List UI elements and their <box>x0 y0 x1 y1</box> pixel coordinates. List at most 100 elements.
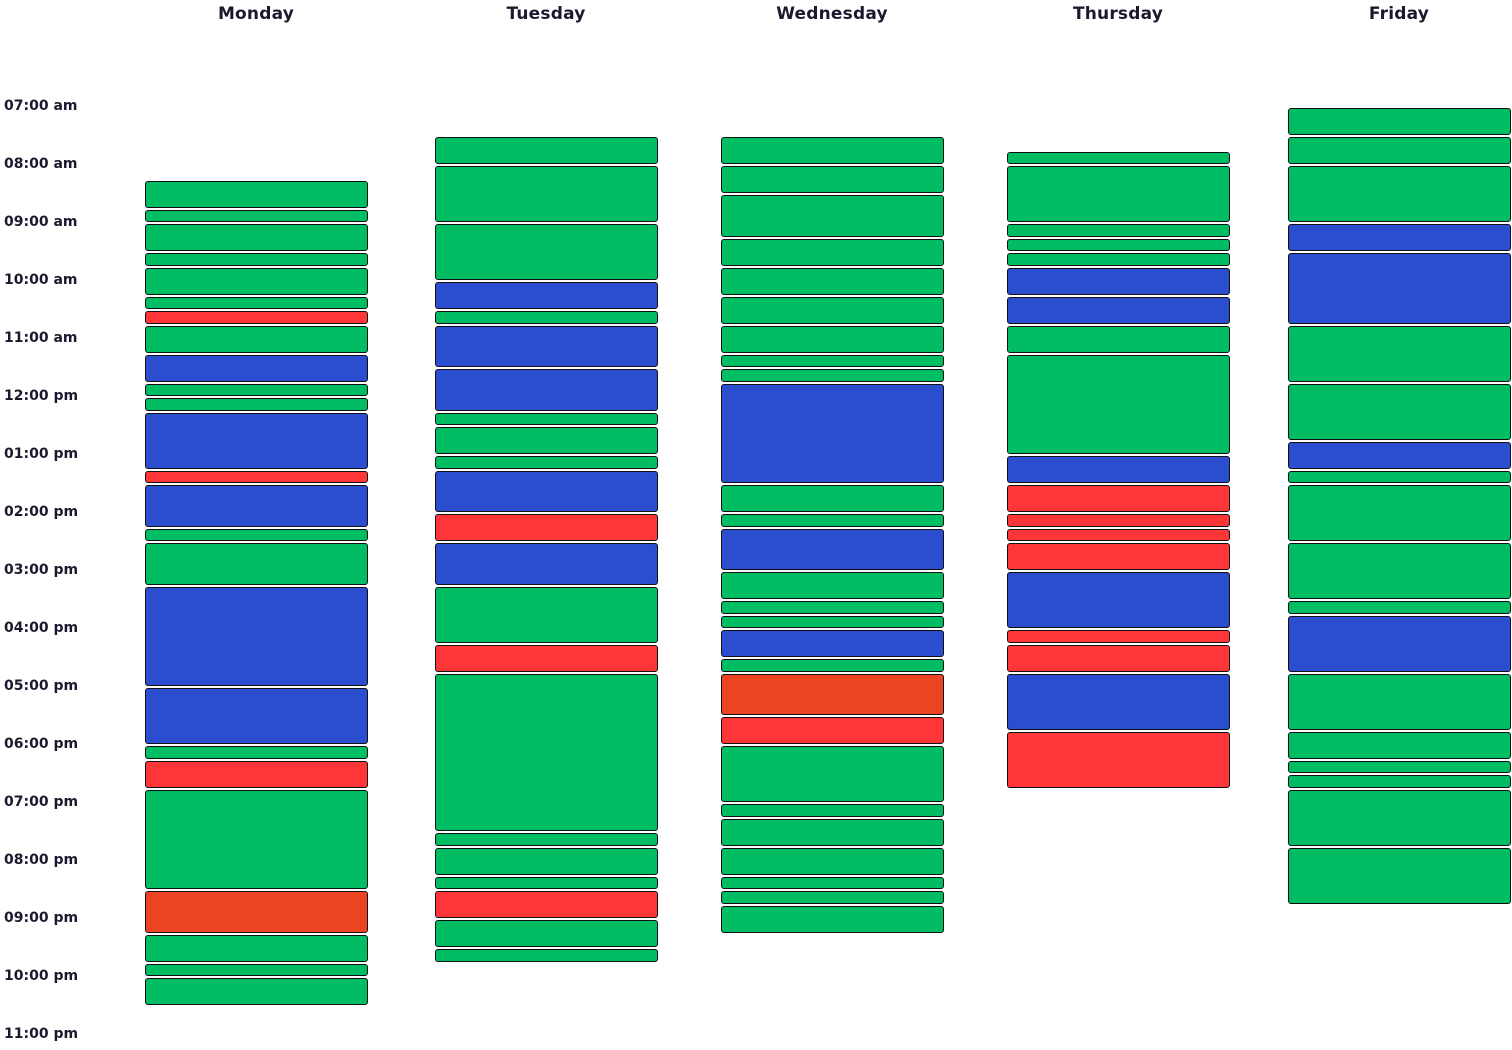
event-block-tuesday[interactable] <box>434 644 658 672</box>
event-block-tuesday[interactable] <box>434 137 658 164</box>
event-block-wednesday[interactable] <box>720 876 944 889</box>
event-block-monday[interactable] <box>144 891 368 933</box>
event-block-wednesday[interactable] <box>720 528 944 570</box>
event-block-wednesday[interactable] <box>720 238 944 266</box>
event-block-thursday[interactable] <box>1006 224 1230 237</box>
event-block-monday[interactable] <box>144 267 368 295</box>
event-block-monday[interactable] <box>144 412 368 469</box>
event-block-tuesday[interactable] <box>434 427 658 454</box>
event-block-friday[interactable] <box>1287 775 1511 788</box>
event-block-wednesday[interactable] <box>720 195 944 237</box>
event-block-monday[interactable] <box>144 760 368 788</box>
event-block-wednesday[interactable] <box>720 659 944 672</box>
event-block-tuesday[interactable] <box>434 876 658 889</box>
event-block-friday[interactable] <box>1287 789 1511 846</box>
event-block-monday[interactable] <box>144 528 368 541</box>
event-block-thursday[interactable] <box>1006 238 1230 251</box>
event-block-friday[interactable] <box>1287 137 1511 164</box>
event-block-tuesday[interactable] <box>434 166 658 222</box>
event-block-thursday[interactable] <box>1006 296 1230 324</box>
event-block-wednesday[interactable] <box>720 166 944 193</box>
event-block-wednesday[interactable] <box>720 717 944 744</box>
event-block-friday[interactable] <box>1287 543 1511 599</box>
event-block-friday[interactable] <box>1287 673 1511 730</box>
event-block-tuesday[interactable] <box>434 920 658 947</box>
event-block-wednesday[interactable] <box>720 267 944 295</box>
event-block-tuesday[interactable] <box>434 833 658 846</box>
event-block-monday[interactable] <box>144 978 368 1005</box>
event-block-monday[interactable] <box>144 209 368 222</box>
event-block-tuesday[interactable] <box>434 311 658 324</box>
event-block-monday[interactable] <box>144 789 368 889</box>
event-block-friday[interactable] <box>1287 253 1511 324</box>
event-block-monday[interactable] <box>144 485 368 527</box>
event-block-wednesday[interactable] <box>720 137 944 164</box>
event-block-monday[interactable] <box>144 398 368 411</box>
event-block-thursday[interactable] <box>1006 456 1230 483</box>
event-block-tuesday[interactable] <box>434 514 658 541</box>
event-block-monday[interactable] <box>144 470 368 483</box>
event-block-tuesday[interactable] <box>434 586 658 643</box>
event-block-wednesday[interactable] <box>720 572 944 599</box>
event-block-tuesday[interactable] <box>434 847 658 875</box>
event-block-thursday[interactable] <box>1006 354 1230 454</box>
event-block-thursday[interactable] <box>1006 543 1230 570</box>
event-block-friday[interactable] <box>1287 224 1511 251</box>
event-block-wednesday[interactable] <box>720 325 944 353</box>
event-block-tuesday[interactable] <box>434 470 658 512</box>
event-block-thursday[interactable] <box>1006 572 1230 628</box>
event-block-wednesday[interactable] <box>720 601 944 614</box>
event-block-wednesday[interactable] <box>720 354 944 367</box>
event-block-wednesday[interactable] <box>720 818 944 846</box>
event-block-tuesday[interactable] <box>434 891 658 918</box>
event-block-wednesday[interactable] <box>720 383 944 483</box>
event-block-wednesday[interactable] <box>720 630 944 657</box>
event-block-friday[interactable] <box>1287 485 1511 541</box>
event-block-tuesday[interactable] <box>434 282 658 309</box>
event-block-thursday[interactable] <box>1006 528 1230 541</box>
event-block-wednesday[interactable] <box>720 905 944 933</box>
event-block-wednesday[interactable] <box>720 891 944 904</box>
event-block-tuesday[interactable] <box>434 412 658 425</box>
event-block-wednesday[interactable] <box>720 514 944 527</box>
event-block-wednesday[interactable] <box>720 847 944 875</box>
event-block-wednesday[interactable] <box>720 296 944 324</box>
event-block-friday[interactable] <box>1287 731 1511 759</box>
event-block-tuesday[interactable] <box>434 949 658 962</box>
event-block-thursday[interactable] <box>1006 166 1230 222</box>
event-block-monday[interactable] <box>144 325 368 353</box>
event-block-wednesday[interactable] <box>720 746 944 802</box>
event-block-thursday[interactable] <box>1006 673 1230 730</box>
event-block-monday[interactable] <box>144 963 368 976</box>
event-block-thursday[interactable] <box>1006 731 1230 788</box>
event-block-wednesday[interactable] <box>720 369 944 382</box>
event-block-wednesday[interactable] <box>720 804 944 817</box>
event-block-monday[interactable] <box>144 586 368 686</box>
event-block-monday[interactable] <box>144 296 368 309</box>
event-block-monday[interactable] <box>144 543 368 585</box>
event-block-monday[interactable] <box>144 383 368 396</box>
event-block-thursday[interactable] <box>1006 267 1230 295</box>
event-block-wednesday[interactable] <box>720 485 944 512</box>
event-block-tuesday[interactable] <box>434 325 658 367</box>
event-block-friday[interactable] <box>1287 615 1511 672</box>
event-block-monday[interactable] <box>144 688 368 744</box>
event-block-tuesday[interactable] <box>434 369 658 411</box>
event-block-thursday[interactable] <box>1006 253 1230 266</box>
event-block-thursday[interactable] <box>1006 485 1230 512</box>
event-block-friday[interactable] <box>1287 601 1511 614</box>
event-block-friday[interactable] <box>1287 325 1511 382</box>
event-block-thursday[interactable] <box>1006 630 1230 643</box>
event-block-monday[interactable] <box>144 746 368 759</box>
event-block-friday[interactable] <box>1287 760 1511 773</box>
event-block-monday[interactable] <box>144 224 368 251</box>
event-block-tuesday[interactable] <box>434 456 658 469</box>
event-block-thursday[interactable] <box>1006 151 1230 164</box>
event-block-monday[interactable] <box>144 180 368 208</box>
event-block-monday[interactable] <box>144 934 368 962</box>
event-block-wednesday[interactable] <box>720 673 944 715</box>
event-block-monday[interactable] <box>144 253 368 266</box>
event-block-tuesday[interactable] <box>434 673 658 831</box>
event-block-tuesday[interactable] <box>434 543 658 585</box>
event-block-wednesday[interactable] <box>720 615 944 628</box>
